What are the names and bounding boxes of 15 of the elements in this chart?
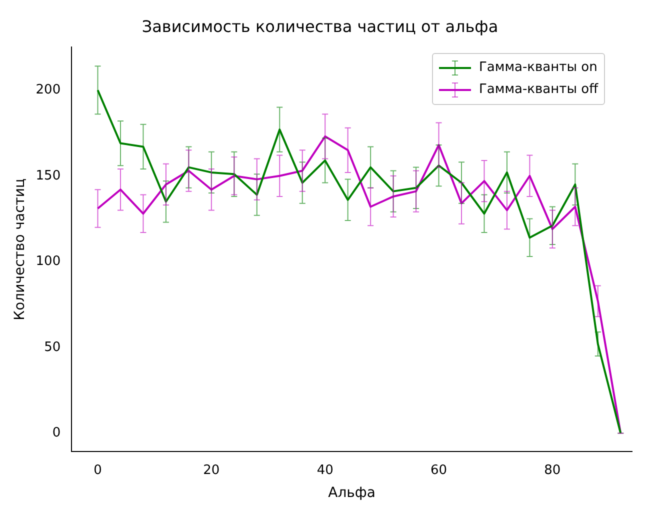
y-tick-label: 0 bbox=[52, 426, 61, 441]
y-axis-title: Количество частиц bbox=[12, 178, 28, 320]
x-tick-label: 80 bbox=[544, 462, 561, 478]
legend-label: Гамма-кванты on bbox=[479, 59, 598, 78]
x-tick-label: 0 bbox=[94, 462, 102, 478]
legend-label: Гамма-кванты off bbox=[479, 81, 598, 100]
x-tick-label: 40 bbox=[316, 462, 334, 478]
y-tick-label: 100 bbox=[36, 254, 61, 270]
y-tick-label: 50 bbox=[44, 340, 61, 355]
chart-title: Зависимость количества частиц от альфа bbox=[142, 16, 498, 36]
x-axis-title: Альфа bbox=[328, 485, 376, 502]
x-tick-label: 20 bbox=[203, 462, 220, 478]
x-tick-label: 60 bbox=[430, 462, 448, 478]
y-tick-label: 150 bbox=[36, 168, 61, 184]
y-tick-label: 200 bbox=[36, 82, 61, 98]
